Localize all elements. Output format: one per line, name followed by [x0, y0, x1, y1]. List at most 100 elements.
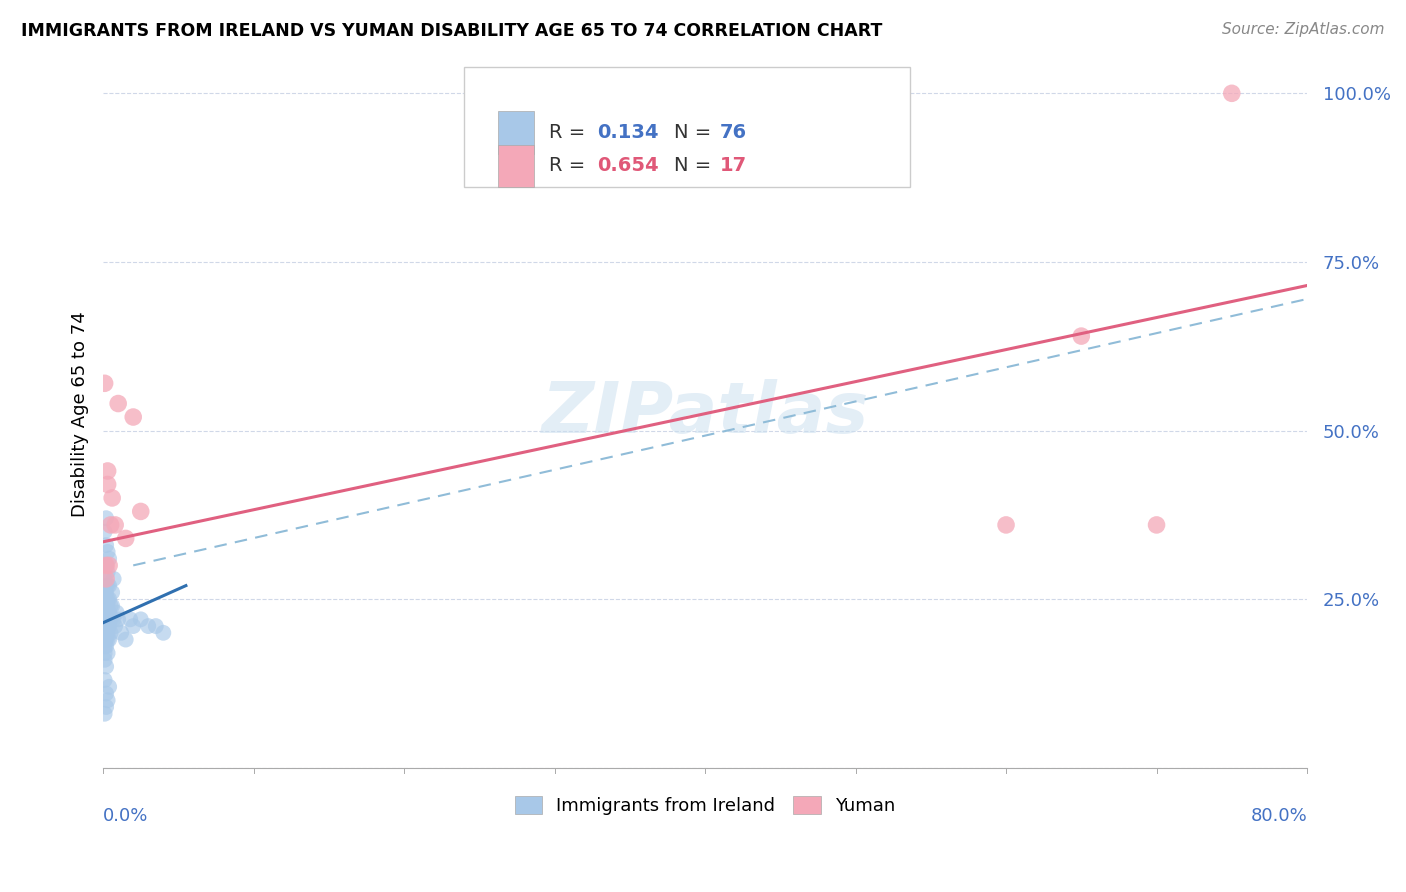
Point — [101, 585, 124, 599]
Point — [94, 612, 117, 626]
Point — [1146, 517, 1168, 532]
Point — [98, 632, 121, 647]
Point — [93, 606, 115, 620]
Point — [94, 659, 117, 673]
Point — [93, 653, 115, 667]
Point — [97, 565, 120, 579]
Point — [94, 558, 117, 573]
Text: 80.0%: 80.0% — [1250, 806, 1308, 824]
Point — [98, 579, 121, 593]
Point — [94, 612, 117, 626]
Point — [94, 625, 117, 640]
Point — [98, 551, 121, 566]
Point — [94, 632, 117, 647]
Point — [93, 646, 115, 660]
Text: R =: R = — [548, 123, 591, 142]
Point — [100, 625, 122, 640]
Point — [97, 579, 120, 593]
Point — [98, 606, 121, 620]
Text: 0.654: 0.654 — [596, 156, 658, 176]
Point — [93, 585, 115, 599]
Point — [94, 625, 117, 640]
Point — [94, 572, 117, 586]
FancyBboxPatch shape — [498, 112, 534, 153]
Point — [93, 606, 115, 620]
Point — [97, 646, 120, 660]
Point — [104, 517, 127, 532]
Point — [94, 538, 117, 552]
Point — [98, 592, 121, 607]
Point — [94, 599, 117, 613]
Text: 76: 76 — [720, 123, 747, 142]
Point — [145, 619, 167, 633]
Point — [97, 477, 120, 491]
Point — [104, 619, 127, 633]
Y-axis label: Disability Age 65 to 74: Disability Age 65 to 74 — [72, 310, 89, 516]
Point — [98, 612, 121, 626]
Point — [100, 612, 122, 626]
Point — [93, 632, 115, 647]
Point — [93, 619, 115, 633]
Text: N =: N = — [673, 156, 717, 176]
Point — [94, 606, 117, 620]
Point — [101, 599, 124, 613]
Point — [94, 592, 117, 607]
Point — [93, 673, 115, 687]
Point — [107, 396, 129, 410]
Point — [107, 612, 129, 626]
Text: IMMIGRANTS FROM IRELAND VS YUMAN DISABILITY AGE 65 TO 74 CORRELATION CHART: IMMIGRANTS FROM IRELAND VS YUMAN DISABIL… — [21, 22, 883, 40]
Point — [1070, 329, 1092, 343]
Point — [94, 686, 117, 700]
Point — [120, 612, 142, 626]
Text: N =: N = — [673, 123, 717, 142]
Point — [98, 619, 121, 633]
FancyBboxPatch shape — [498, 145, 534, 187]
Point — [100, 517, 122, 532]
Text: R =: R = — [548, 156, 591, 176]
Point — [101, 491, 124, 505]
Point — [93, 524, 115, 539]
Point — [94, 640, 117, 654]
Point — [114, 532, 136, 546]
Point — [93, 640, 115, 654]
Point — [97, 619, 120, 633]
Text: Source: ZipAtlas.com: Source: ZipAtlas.com — [1222, 22, 1385, 37]
Point — [98, 680, 121, 694]
Point — [93, 612, 115, 626]
Point — [122, 619, 145, 633]
Point — [100, 599, 122, 613]
Point — [94, 585, 117, 599]
Point — [93, 625, 115, 640]
Point — [93, 632, 115, 647]
Point — [93, 572, 115, 586]
Point — [97, 619, 120, 633]
Point — [98, 558, 121, 573]
Point — [1220, 87, 1243, 101]
Point — [103, 572, 125, 586]
Point — [129, 504, 152, 518]
Point — [94, 619, 117, 633]
Point — [97, 625, 120, 640]
Point — [94, 700, 117, 714]
Point — [97, 606, 120, 620]
Point — [122, 410, 145, 425]
Point — [103, 612, 125, 626]
Point — [110, 625, 132, 640]
Point — [93, 599, 115, 613]
Point — [97, 599, 120, 613]
Point — [152, 625, 174, 640]
Point — [97, 632, 120, 647]
Point — [97, 464, 120, 478]
Point — [97, 693, 120, 707]
Point — [94, 579, 117, 593]
Point — [97, 606, 120, 620]
Text: 0.134: 0.134 — [596, 123, 658, 142]
FancyBboxPatch shape — [464, 67, 910, 187]
Point — [97, 592, 120, 607]
Point — [93, 376, 115, 391]
Point — [93, 706, 115, 721]
Point — [97, 612, 120, 626]
Point — [129, 612, 152, 626]
Point — [94, 511, 117, 525]
Point — [94, 599, 117, 613]
